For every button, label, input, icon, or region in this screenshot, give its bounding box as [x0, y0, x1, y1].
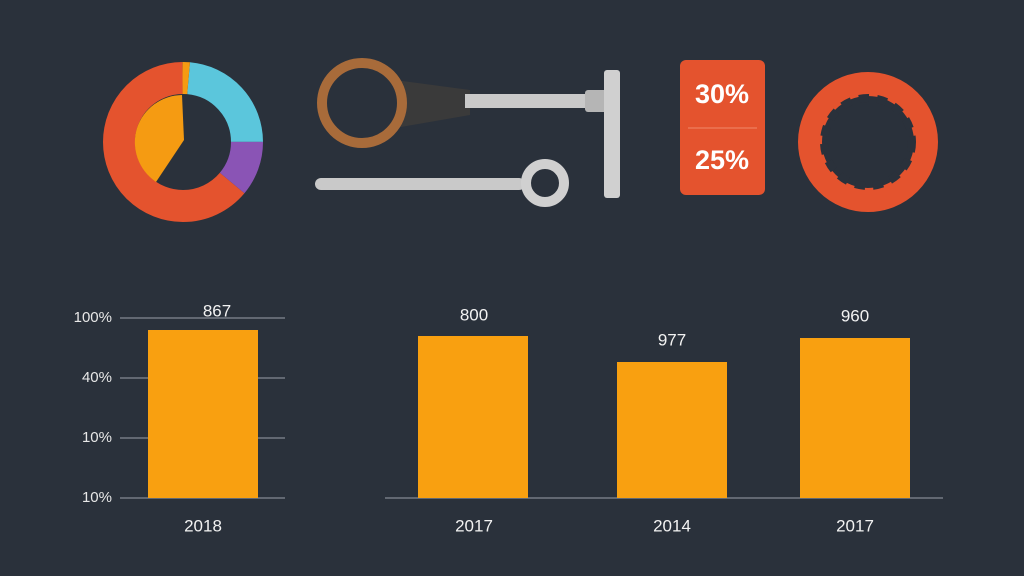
wrench-handle: [395, 80, 470, 128]
y-label: 10%: [82, 489, 112, 506]
gear-notches: [820, 94, 916, 190]
spanner-rod: [315, 178, 525, 190]
wrench-rod: [465, 94, 605, 108]
bar: [617, 362, 727, 498]
y-label: 40%: [82, 369, 112, 386]
gear-ring: [798, 72, 938, 212]
t-bar: [604, 70, 620, 198]
left-chart: 100% 40% 10% 10% 867 2018: [74, 301, 285, 535]
spanner-ring: [521, 159, 569, 207]
bar: [148, 330, 258, 498]
y-label: 10%: [82, 429, 112, 446]
badge-text: 30%: [695, 79, 749, 109]
bar-label: 867: [203, 301, 231, 320]
wrench-ring: [317, 58, 407, 148]
bar-label: 960: [841, 306, 869, 325]
bar-label: 800: [460, 305, 488, 324]
bar: [418, 336, 528, 498]
donut-segment: [103, 62, 263, 222]
category-label: 2018: [184, 516, 222, 535]
category-label: 2014: [653, 516, 691, 535]
category-label: 2017: [455, 516, 493, 535]
badge-text: 25%: [695, 145, 749, 175]
category-label: 2017: [836, 516, 874, 535]
donut: [103, 62, 263, 222]
right-chart: 800 977 960 2017 2014 2017: [385, 305, 943, 535]
y-label: 100%: [74, 309, 112, 326]
bar-label: 977: [658, 330, 686, 349]
donut-wedge: [134, 95, 184, 182]
donut-segment: [103, 62, 263, 222]
tools: [315, 58, 620, 207]
bar: [800, 338, 910, 498]
